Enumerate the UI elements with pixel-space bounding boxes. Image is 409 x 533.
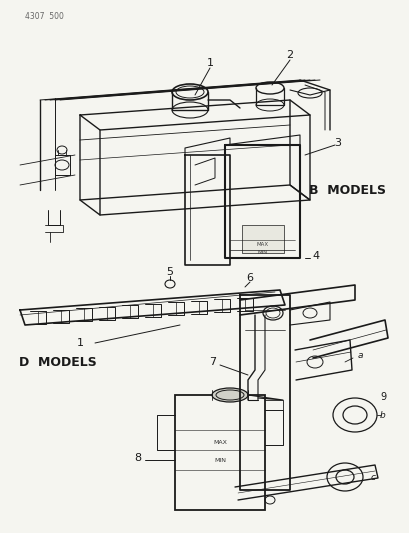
Text: 7: 7: [209, 357, 216, 367]
Text: c: c: [370, 472, 375, 481]
Text: 1: 1: [206, 58, 213, 68]
Text: MAX: MAX: [213, 440, 227, 446]
Text: B  MODELS: B MODELS: [308, 184, 385, 198]
Ellipse shape: [211, 388, 247, 402]
Text: 2: 2: [286, 50, 293, 60]
Text: 6: 6: [246, 273, 253, 283]
Bar: [175, 395, 264, 510]
Text: MIN: MIN: [257, 249, 267, 254]
Text: MIN: MIN: [213, 457, 225, 463]
Text: 8: 8: [134, 453, 141, 463]
Text: MAX: MAX: [256, 243, 268, 247]
Text: 3: 3: [334, 138, 341, 148]
Text: D  MODELS: D MODELS: [19, 356, 97, 368]
Text: 9: 9: [379, 392, 385, 402]
Bar: [241, 225, 283, 253]
Text: b: b: [379, 410, 385, 419]
Text: 4: 4: [312, 251, 319, 261]
Text: a: a: [356, 351, 362, 359]
Text: 1: 1: [76, 338, 83, 348]
Text: 5: 5: [166, 267, 173, 277]
Text: 4307  500: 4307 500: [25, 12, 64, 21]
